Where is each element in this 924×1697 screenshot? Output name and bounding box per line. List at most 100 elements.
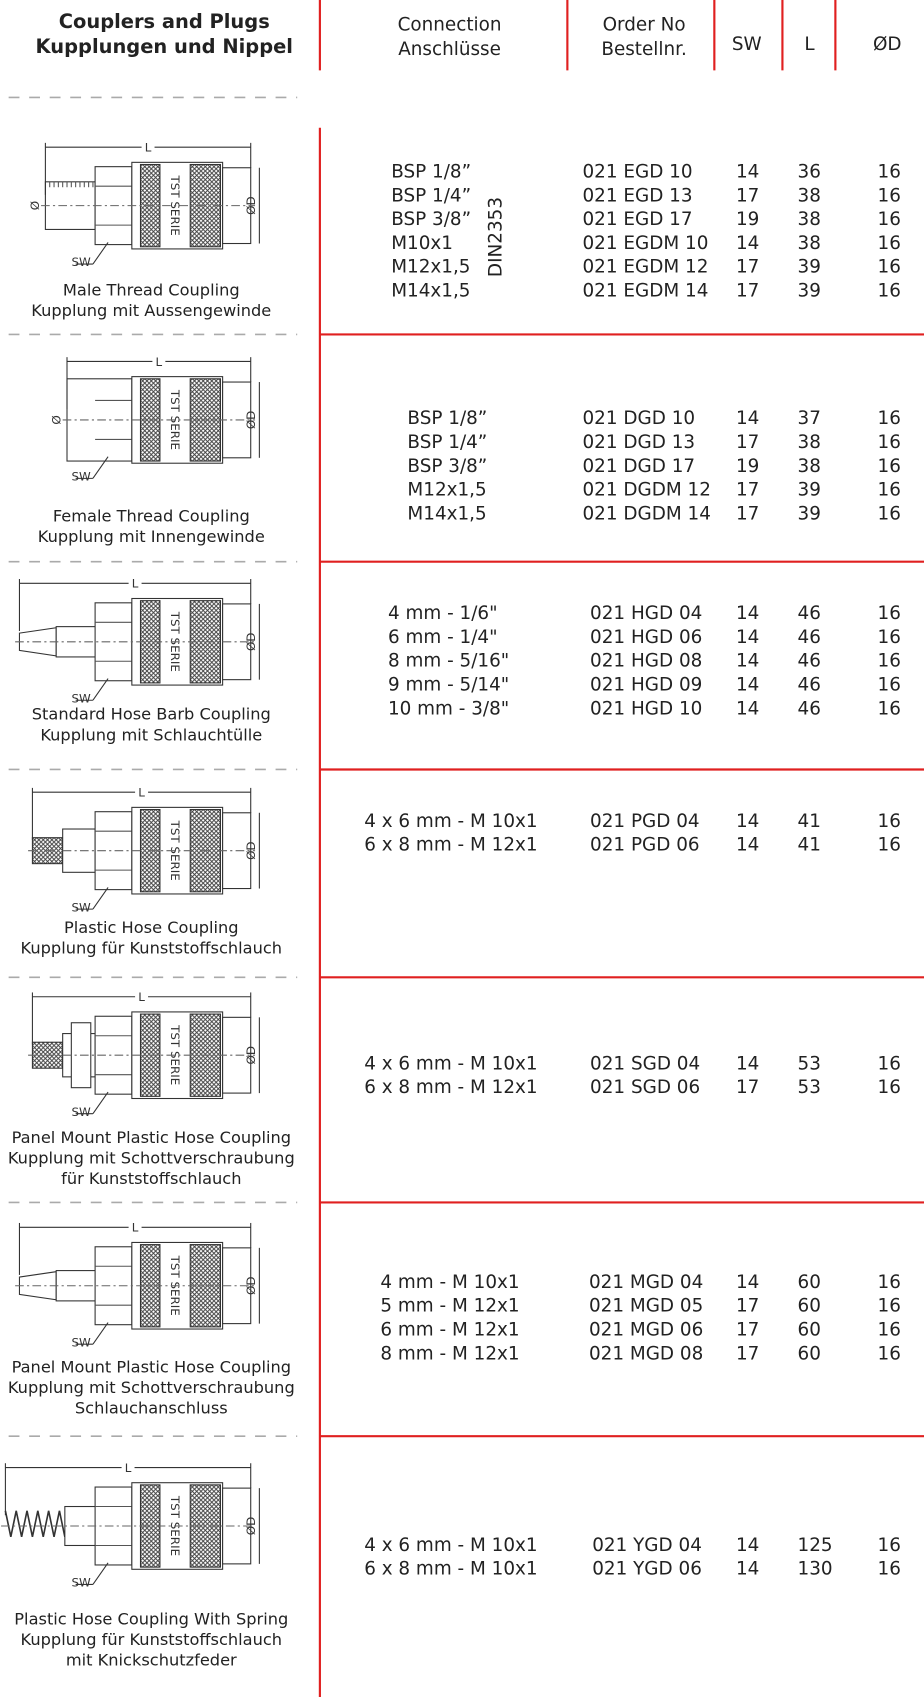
caption: Plastic Hose Coupling [64,918,239,937]
diameter: 16 [878,185,901,206]
length: 38 [798,456,821,477]
caption: Standard Hose Barb Coupling [32,705,271,724]
length: 46 [798,603,821,624]
order-no: 021 EGDM 12 [582,257,708,278]
order-no: 021 DGDM 12 [582,480,710,501]
length: 46 [798,651,821,672]
standard: DIN2353 [485,197,506,277]
connection: M14x1,5 [407,503,486,524]
leader [92,456,109,479]
sw: 14 [736,603,759,624]
connection: 6 x 8 mm - M 12x1 [364,835,537,856]
length: 46 [798,674,821,695]
diameter: 16 [878,480,901,501]
sw: 14 [736,698,759,719]
diameter: 16 [878,1272,901,1293]
dim-label: L [145,141,152,155]
order-no: 021 MGD 05 [589,1296,703,1317]
order-no: 021 EGDM 14 [582,281,708,302]
sw: 14 [736,651,759,672]
hex [94,811,133,891]
label-bg [141,138,155,154]
length: 39 [798,480,821,501]
sw: 17 [736,1077,759,1098]
dim-label: L [132,1221,139,1235]
order-no: 021 HGD 08 [590,651,702,672]
length: 53 [798,1053,821,1074]
sw: 14 [736,811,759,832]
dim-label: ØD [244,411,258,430]
order-no: 021 DGDM 14 [582,503,710,524]
title: Kupplungen und Nippel [36,35,293,58]
order-no: 021 MGD 04 [589,1272,703,1293]
dim-label: SW [72,900,92,914]
diameter: 16 [878,674,901,695]
sw: 17 [736,480,759,501]
dim-label: Ø [28,201,42,210]
diameter: 16 [878,1053,901,1074]
caption: Kupplung mit Aussengewinde [31,301,271,320]
length: 36 [798,161,821,182]
sw: 17 [736,503,759,524]
col-header: Bestellnr. [601,39,687,60]
label-bg [128,574,142,590]
order-no: 021 SGD 06 [590,1077,700,1098]
length: 39 [798,257,821,278]
col-header: SW [732,34,762,55]
length: 41 [798,835,821,856]
col-header: ØD [873,34,902,55]
caption: Kupplung für Kunststoffschlauch [21,938,283,957]
caption: Kupplung mit Schottverschraubung [8,1378,295,1397]
length: 125 [798,1535,833,1556]
dim-label: SW [72,691,92,705]
order-no: 021 HGD 04 [590,603,702,624]
connection: BSP 1/4” [391,185,471,206]
leader [92,1322,109,1345]
caption: Female Thread Coupling [53,507,250,526]
dim-label: SW [72,1576,92,1590]
connection: 4 x 6 mm - M 10x1 [364,1053,537,1074]
connection: M14x1,5 [391,281,470,302]
caption: Kupplung mit Innengewinde [38,527,265,546]
dim-label: SW [72,255,92,269]
connection: 4 x 6 mm - M 10x1 [364,811,537,832]
sw: 17 [736,1296,759,1317]
connection: BSP 1/8” [407,408,487,429]
length: 37 [798,408,821,429]
dim-label: ØD [244,633,258,652]
sw: 17 [736,1343,759,1364]
connection: 8 mm - 5/16" [388,651,509,672]
caption: Schlauchanschluss [75,1398,228,1417]
leader [92,887,109,910]
connection: 4 mm - M 10x1 [380,1272,519,1293]
connection: 5 mm - M 12x1 [380,1296,519,1317]
diameter: 16 [878,432,901,453]
dim-label: L [125,1461,132,1475]
leader [92,242,109,265]
order-no: 021 HGD 10 [590,698,702,719]
sw: 19 [736,209,759,230]
length: 46 [798,698,821,719]
sw: 14 [736,1053,759,1074]
connection: 6 x 8 mm - M 12x1 [364,1077,537,1098]
diameter: 16 [878,257,901,278]
dim-label: Ø [50,415,64,424]
sw: 17 [736,432,759,453]
col-header: L [804,34,815,55]
knurl [189,1013,222,1097]
caption: mit Knickschutzfeder [66,1651,237,1670]
diameter: 16 [878,603,901,624]
order-no: 021 EGD 17 [582,209,692,230]
connection: 8 mm - M 12x1 [380,1343,519,1364]
col-header: Order No [603,14,686,35]
dim-label: L [138,786,145,800]
dim-label: SW [72,470,92,484]
caption: Kupplung für Kunststoffschlauch [21,1630,283,1649]
dim-label: ØD [244,1276,258,1295]
length: 60 [798,1296,821,1317]
diameter: 16 [878,209,901,230]
sw: 14 [736,233,759,254]
label-bg [121,1458,135,1475]
